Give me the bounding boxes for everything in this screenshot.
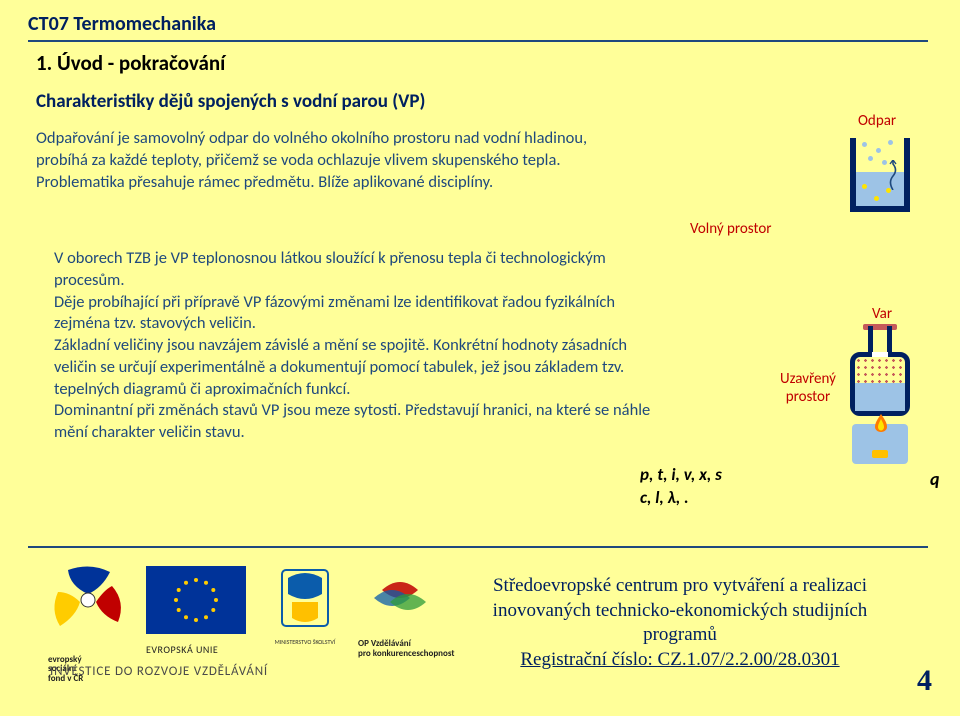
footer: evropský sociální fond v ČR bbox=[0, 556, 960, 716]
paragraph-odparovani: Odpařování je samovolný odpar do volného… bbox=[36, 128, 641, 193]
beaker-wall-icon bbox=[904, 138, 910, 212]
op-vk-logo-icon: OP Vzdělávání pro konkurenceschopnost bbox=[358, 568, 468, 659]
paragraph-main: V oborech TZB je VP teplonosnou látkou s… bbox=[54, 248, 672, 444]
flask-body-icon bbox=[850, 352, 910, 416]
divider-top bbox=[28, 40, 928, 42]
paragraph-line: Základní veličiny jsou navzájem závislé … bbox=[54, 335, 672, 400]
particle-dot-icon bbox=[874, 196, 879, 201]
label-var: Var bbox=[872, 305, 892, 323]
flame-icon bbox=[874, 414, 888, 437]
label-uzavreny-1: Uzavřený bbox=[780, 370, 836, 388]
footer-center-text: Středoevropské centrum pro vytváření a r… bbox=[490, 574, 870, 673]
vapor-dot-icon bbox=[876, 148, 881, 153]
vars-line-1: p, t, i, v, x, s bbox=[640, 464, 722, 487]
invest-text: INVESTICE DO ROZVOJE VZDĚLÁVÁNÍ bbox=[50, 664, 268, 679]
label-volny-prostor: Volný prostor bbox=[690, 220, 772, 238]
label-uzavreny-2: prostor bbox=[786, 388, 831, 406]
msmt-logo-icon: MINISTERSTVO ŠKOLSTVÍ bbox=[274, 564, 336, 655]
vapor-dot-icon bbox=[862, 142, 867, 147]
reg-label: Registrační číslo: bbox=[520, 649, 657, 670]
vapor-dots-icon bbox=[855, 357, 905, 383]
burner-button-icon bbox=[872, 450, 888, 458]
divider-bottom bbox=[28, 546, 928, 548]
vapor-dot-icon bbox=[882, 160, 887, 165]
vars-line-2: c, l, λ, . bbox=[640, 487, 722, 510]
label-odpar: Odpar bbox=[858, 112, 896, 130]
course-code: CT07 Termomechanika bbox=[28, 12, 216, 36]
diagram-odpar-beaker bbox=[850, 138, 910, 212]
page-number: 4 bbox=[917, 664, 932, 698]
eu-label: EVROPSKÁ UNIE bbox=[146, 643, 246, 656]
flask-neck-icon bbox=[868, 326, 873, 352]
reg-number: CZ.1.07/2.2.00/28.0301 bbox=[658, 649, 840, 670]
particle-dot-icon bbox=[862, 184, 867, 189]
paragraph-line: V oborech TZB je VP teplonosnou látkou s… bbox=[54, 248, 672, 292]
flask-neck-icon bbox=[887, 326, 892, 352]
state-variables: p, t, i, v, x, s c, l, λ, . bbox=[640, 464, 722, 510]
label-uzavreny-prostor: Uzavřený prostor bbox=[780, 370, 836, 406]
vapor-dot-icon bbox=[888, 140, 893, 145]
label-q: q bbox=[930, 468, 940, 490]
eu-flag-icon: EVROPSKÁ UNIE bbox=[146, 566, 246, 656]
paragraph-line: Dominantní při změnách stavů VP jsou mez… bbox=[54, 400, 672, 444]
subtitle: Charakteristiky dějů spojených s vodní p… bbox=[36, 90, 425, 113]
vapor-dot-icon bbox=[868, 156, 873, 161]
paragraph-line: Děje probíhající při přípravě VP fázovým… bbox=[54, 292, 672, 336]
op-text: pro konkurenceschopnost bbox=[358, 649, 468, 659]
beaker-wall-icon bbox=[850, 206, 910, 212]
section-title: 1. Úvod - pokračování bbox=[36, 50, 225, 76]
svg-text:MINISTERSTVO ŠKOLSTVÍ: MINISTERSTVO ŠKOLSTVÍ bbox=[275, 638, 336, 646]
squiggle-arrow-icon bbox=[888, 160, 898, 190]
diagram-var-flask bbox=[846, 326, 914, 466]
liquid-icon bbox=[855, 383, 905, 411]
footer-center-body: Středoevropské centrum pro vytváření a r… bbox=[493, 575, 868, 645]
